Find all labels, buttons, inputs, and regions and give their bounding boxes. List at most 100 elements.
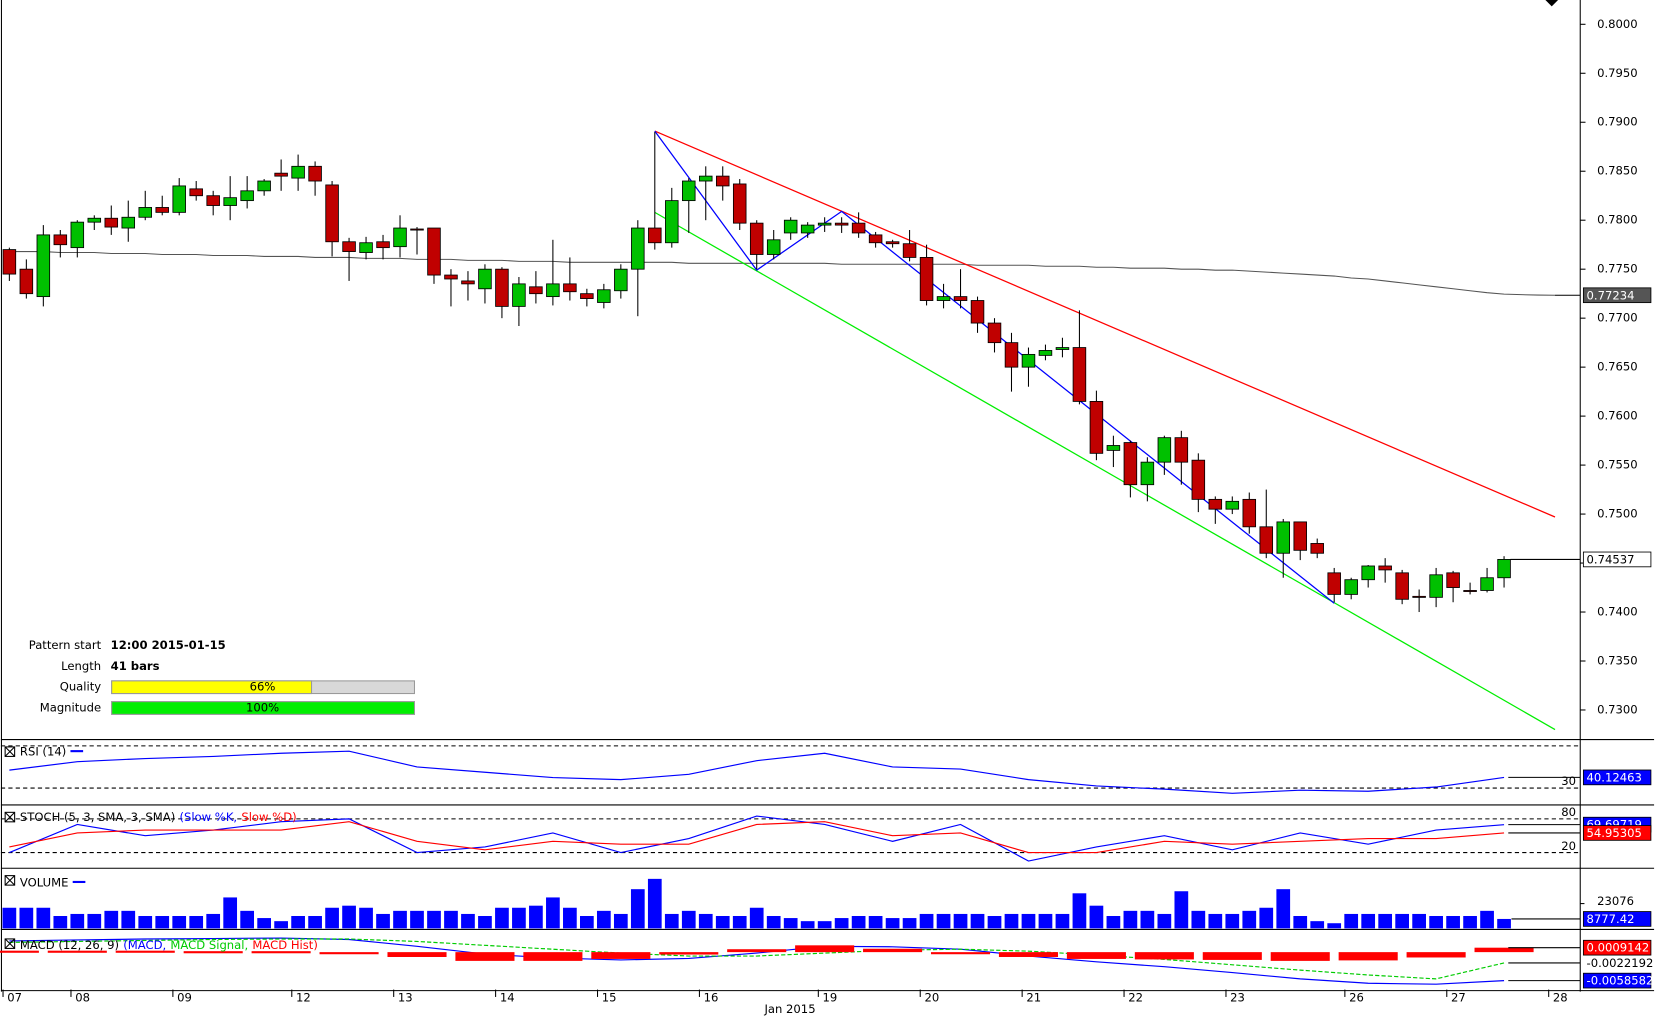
last-value-label: -0.0058582 bbox=[1587, 974, 1654, 988]
volume-bar bbox=[410, 910, 424, 929]
histogram-bar bbox=[727, 949, 787, 953]
candle-body bbox=[393, 227, 407, 248]
y-tick-label: 20 bbox=[1561, 839, 1576, 853]
histogram-bar bbox=[930, 952, 991, 955]
candle-body bbox=[19, 268, 34, 295]
volume-bar bbox=[223, 897, 238, 929]
candle-body bbox=[614, 268, 628, 292]
volume-bar bbox=[1072, 893, 1087, 929]
volume-bar bbox=[1327, 923, 1342, 929]
y-tick-label: 0.7700 bbox=[1597, 311, 1638, 325]
candle-body bbox=[682, 180, 696, 202]
y-tick-label: 0.7300 bbox=[1597, 702, 1638, 716]
candle-body bbox=[155, 207, 169, 213]
legend-label: MACD Hist) bbox=[252, 938, 317, 952]
x-tick-label: 09 bbox=[177, 991, 192, 1005]
last-value-label: -0.0022192 bbox=[1587, 956, 1654, 970]
volume-bar bbox=[596, 910, 611, 929]
volume-bar bbox=[2, 907, 17, 929]
volume-bar bbox=[817, 921, 832, 929]
candle-body bbox=[1021, 353, 1036, 368]
x-tick-label: 28 bbox=[1553, 991, 1568, 1005]
volume-bar bbox=[851, 916, 866, 929]
info-value: 66% bbox=[250, 680, 276, 694]
volume-bar bbox=[512, 907, 526, 929]
volume-bar bbox=[70, 913, 85, 929]
x-tick-label: 19 bbox=[823, 991, 838, 1005]
candle-body bbox=[699, 175, 713, 182]
candle-body bbox=[189, 188, 203, 197]
info-label: Magnitude bbox=[40, 700, 101, 714]
volume-bar bbox=[444, 910, 458, 929]
last-value-label: 0.74537 bbox=[1587, 552, 1635, 566]
histogram-bar bbox=[1406, 952, 1466, 958]
candle-body bbox=[1242, 498, 1257, 528]
volume-bar bbox=[766, 916, 781, 929]
histogram-bar bbox=[319, 952, 379, 955]
y-tick-label: 0.7550 bbox=[1597, 458, 1638, 472]
histogram-bar bbox=[47, 950, 107, 953]
candle-body bbox=[325, 184, 339, 243]
volume-bar bbox=[1004, 913, 1019, 929]
histogram-bar bbox=[387, 952, 447, 957]
volume-bar bbox=[325, 907, 339, 929]
last-value-box bbox=[1582, 287, 1652, 304]
candle-body bbox=[817, 222, 832, 226]
volume-bar bbox=[1344, 913, 1359, 929]
volume-bar bbox=[206, 913, 221, 929]
x-tick-label: 22 bbox=[1128, 991, 1143, 1005]
histogram-bar bbox=[1474, 947, 1534, 953]
volume-bar bbox=[800, 921, 815, 929]
volume-bar bbox=[53, 916, 68, 929]
candle-body bbox=[868, 234, 883, 244]
histogram-bar bbox=[591, 952, 651, 959]
candle-body bbox=[732, 183, 747, 224]
candle-body bbox=[1497, 559, 1511, 579]
last-value-label: 54.95305 bbox=[1587, 826, 1642, 840]
volume-bar bbox=[1123, 910, 1138, 929]
histogram-bar bbox=[1270, 952, 1330, 961]
candle-body bbox=[597, 289, 611, 303]
histogram-bar bbox=[523, 952, 583, 961]
volume-bar bbox=[1174, 891, 1189, 929]
histogram-bar bbox=[115, 950, 175, 953]
last-value-label: 0.77234 bbox=[1587, 288, 1635, 302]
indicator-line bbox=[9, 937, 1505, 985]
candle-body bbox=[36, 234, 51, 298]
x-tick-label: 12 bbox=[296, 991, 311, 1005]
candle-body bbox=[902, 243, 917, 258]
x-tick-label: 16 bbox=[704, 991, 719, 1005]
indicator-line bbox=[9, 821, 1505, 854]
candle-body bbox=[1038, 350, 1053, 356]
panel-close-icon bbox=[4, 938, 16, 949]
candle-body bbox=[1310, 543, 1324, 554]
candle-body bbox=[308, 165, 322, 182]
candle-body bbox=[376, 241, 390, 249]
candle-body bbox=[1208, 498, 1223, 510]
volume-bar bbox=[359, 907, 373, 929]
volume-bar bbox=[1259, 907, 1274, 929]
candle-body bbox=[1106, 445, 1121, 451]
volume-bar bbox=[563, 907, 577, 929]
panel-close-icon bbox=[4, 811, 16, 823]
candle-body bbox=[1191, 459, 1206, 500]
legend-label: Slow %D) bbox=[241, 810, 296, 824]
x-tick-label: 21 bbox=[1026, 991, 1041, 1005]
candle-body bbox=[444, 274, 458, 280]
moving-average bbox=[9, 251, 1556, 296]
volume-bar bbox=[308, 916, 322, 929]
volume-bar bbox=[715, 916, 730, 929]
volume-bar bbox=[1225, 913, 1240, 929]
candle-body bbox=[919, 257, 934, 301]
histogram-bar bbox=[455, 952, 515, 961]
panel-close-icon bbox=[4, 746, 16, 757]
candle-body bbox=[1395, 572, 1409, 600]
volume-bar bbox=[138, 916, 153, 929]
candle-body bbox=[223, 197, 237, 206]
volume-bar bbox=[970, 913, 985, 929]
indicator-line bbox=[9, 938, 1505, 980]
volume-bar bbox=[1191, 910, 1206, 929]
candle-body bbox=[1259, 526, 1274, 554]
